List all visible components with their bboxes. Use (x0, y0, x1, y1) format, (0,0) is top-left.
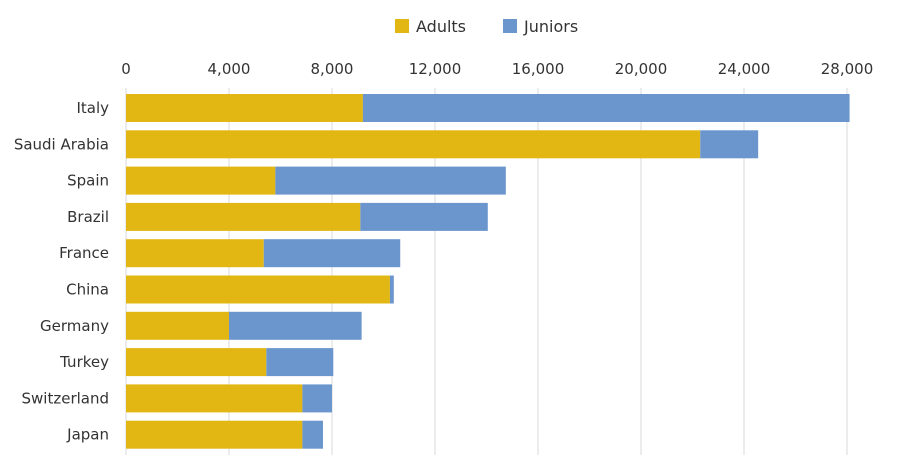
category-label-spain: Spain (67, 172, 109, 190)
x-tick-label: 24,000 (718, 60, 771, 78)
category-label-japan: Japan (66, 426, 109, 444)
category-labels: Italy Saudi Arabia Spain Brazil France China G… (14, 99, 109, 444)
legend-item-juniors: Juniors (503, 17, 578, 36)
x-tick-label: 8,000 (311, 60, 354, 78)
x-tick-label: 28,000 (821, 60, 874, 78)
bar-germany-juniors (229, 311, 362, 340)
bar-japan-juniors (302, 420, 323, 449)
x-tick-label: 4,000 (208, 60, 251, 78)
bar-china-juniors (389, 275, 394, 304)
category-label-germany: Germany (40, 317, 109, 335)
legend-swatch-juniors (503, 19, 517, 33)
bar-brazil-adults (126, 202, 361, 231)
legend-item-adults: Adults (395, 17, 466, 36)
category-label-italy: Italy (76, 99, 109, 117)
legend-label-juniors: Juniors (523, 17, 578, 36)
category-label-france: France (59, 244, 109, 262)
bar-france-juniors (263, 239, 401, 268)
bar-saudi-arabia-adults (126, 130, 701, 159)
bar-turkey-adults (126, 348, 267, 377)
x-tick-label: 20,000 (615, 60, 668, 78)
legend-label-adults: Adults (416, 17, 466, 36)
bar-japan-adults (126, 420, 303, 449)
bar-china-adults (126, 275, 390, 304)
category-label-turkey: Turkey (59, 353, 109, 371)
legend: Adults Juniors (395, 17, 578, 36)
bar-turkey-juniors (266, 348, 334, 377)
bar-italy-juniors (362, 94, 850, 122)
bar-switzerland-juniors (302, 384, 332, 413)
bar-spain-juniors (275, 166, 506, 195)
bar-saudi-arabia-juniors (700, 130, 759, 159)
bar-germany-adults (126, 311, 229, 340)
bar-switzerland-adults (126, 384, 303, 413)
category-label-saudi-arabia: Saudi Arabia (14, 135, 109, 153)
x-tick-label: 0 (121, 60, 131, 78)
x-tick-label: 12,000 (409, 60, 462, 78)
category-label-switzerland: Switzerland (22, 389, 110, 407)
bar-france-adults (126, 239, 264, 268)
category-label-china: China (66, 281, 109, 299)
bar-spain-adults (126, 166, 276, 195)
x-tick-label: 16,000 (512, 60, 565, 78)
bars (126, 94, 850, 449)
legend-swatch-adults (395, 19, 409, 33)
bar-italy-adults (126, 94, 363, 122)
bar-brazil-juniors (360, 202, 488, 231)
category-label-brazil: Brazil (67, 208, 109, 226)
x-axis-ticks: 0 4,000 8,000 12,000 16,000 20,000 24,000 28,00… (121, 60, 873, 78)
